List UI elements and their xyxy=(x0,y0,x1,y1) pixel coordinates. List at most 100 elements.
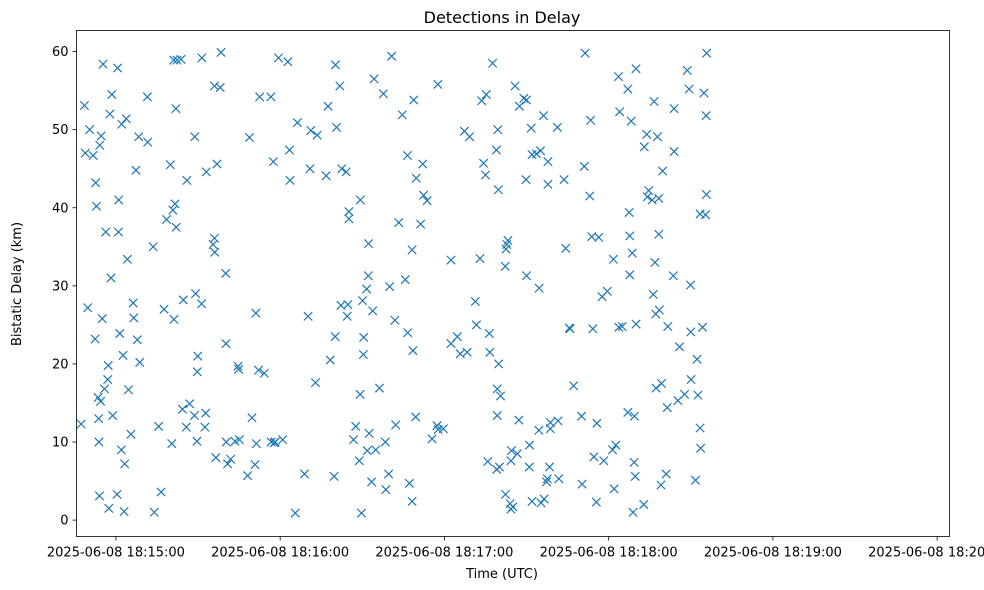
data-point xyxy=(95,396,106,407)
data-point xyxy=(608,254,618,264)
data-point xyxy=(692,354,702,364)
data-point xyxy=(623,407,633,417)
data-point xyxy=(90,334,100,344)
data-point xyxy=(148,242,158,252)
data-point xyxy=(614,322,624,332)
data-point xyxy=(408,346,418,356)
data-point xyxy=(701,110,711,121)
data-point xyxy=(378,89,389,99)
data-point xyxy=(149,507,159,517)
data-point xyxy=(343,299,353,310)
data-point xyxy=(233,364,244,375)
data-point xyxy=(438,424,448,434)
data-point xyxy=(221,268,231,278)
data-point xyxy=(381,485,391,495)
data-point xyxy=(626,116,636,126)
data-point xyxy=(535,146,546,156)
data-point xyxy=(654,305,664,315)
data-point xyxy=(541,477,552,487)
data-point xyxy=(542,474,552,484)
data-point xyxy=(119,506,129,517)
y-tick-label: 50 xyxy=(52,123,69,138)
data-point xyxy=(222,459,233,469)
data-point xyxy=(104,503,114,514)
x-tick-label: 2025-06-08 18:16:00 xyxy=(211,546,349,561)
y-axis: 0 10 20 30 40 50 60 xyxy=(52,45,77,529)
data-point xyxy=(169,55,179,65)
data-point xyxy=(544,462,555,472)
data-point xyxy=(76,419,86,429)
data-point xyxy=(481,89,491,100)
data-point xyxy=(101,227,111,237)
data-point xyxy=(80,148,90,158)
data-point xyxy=(493,125,503,135)
data-point xyxy=(251,438,261,449)
data-point xyxy=(190,289,201,299)
data-point xyxy=(400,274,410,285)
data-point xyxy=(642,129,652,139)
data-point xyxy=(91,201,102,211)
data-point xyxy=(181,422,191,432)
data-point xyxy=(415,219,426,229)
data-point xyxy=(190,132,200,142)
data-point xyxy=(656,378,667,389)
data-point xyxy=(192,436,202,446)
data-point xyxy=(321,171,331,181)
x-tick-label: 2025-06-08 18:20:00 xyxy=(868,546,984,561)
data-points xyxy=(76,47,712,518)
data-point xyxy=(487,58,498,68)
y-tick-label: 20 xyxy=(52,357,69,372)
data-point xyxy=(98,59,108,69)
data-point xyxy=(118,350,128,360)
data-point xyxy=(669,103,679,114)
data-point xyxy=(519,93,529,104)
data-point xyxy=(154,421,164,432)
data-point xyxy=(649,96,659,107)
data-point xyxy=(177,404,188,414)
data-point xyxy=(386,51,397,61)
data-point xyxy=(91,178,101,188)
data-point xyxy=(363,271,373,281)
data-point xyxy=(656,480,666,490)
data-point xyxy=(657,166,668,176)
data-point xyxy=(534,283,544,293)
data-point xyxy=(357,296,368,306)
data-point xyxy=(661,469,671,479)
data-point xyxy=(211,453,221,463)
data-point xyxy=(674,342,685,352)
data-point xyxy=(668,271,678,281)
data-point xyxy=(285,175,295,186)
data-point xyxy=(161,214,172,225)
data-point xyxy=(273,53,284,63)
data-point xyxy=(96,131,106,141)
data-point xyxy=(290,508,300,518)
data-point xyxy=(699,88,709,98)
data-point xyxy=(255,92,265,102)
data-point xyxy=(500,261,510,271)
data-point xyxy=(536,498,546,508)
data-point xyxy=(105,109,115,119)
data-point xyxy=(156,487,166,497)
data-point xyxy=(215,82,225,93)
data-point xyxy=(585,115,596,125)
y-axis-title: Bistatic Delay (km) xyxy=(10,222,25,346)
y-tick-label: 30 xyxy=(52,279,69,294)
data-point xyxy=(647,195,657,205)
data-point xyxy=(362,445,372,456)
data-point xyxy=(409,95,419,105)
data-point xyxy=(521,271,532,281)
data-point xyxy=(126,429,136,439)
data-point xyxy=(193,351,203,361)
data-point xyxy=(170,199,180,209)
data-point xyxy=(475,253,485,264)
data-point xyxy=(221,339,231,349)
data-point xyxy=(561,243,571,253)
data-point xyxy=(266,437,276,447)
data-point xyxy=(485,347,495,357)
data-point xyxy=(169,314,179,325)
data-point xyxy=(624,207,634,218)
data-point xyxy=(299,469,310,479)
data-point xyxy=(142,92,153,102)
data-point xyxy=(135,357,145,367)
data-point xyxy=(201,167,211,177)
